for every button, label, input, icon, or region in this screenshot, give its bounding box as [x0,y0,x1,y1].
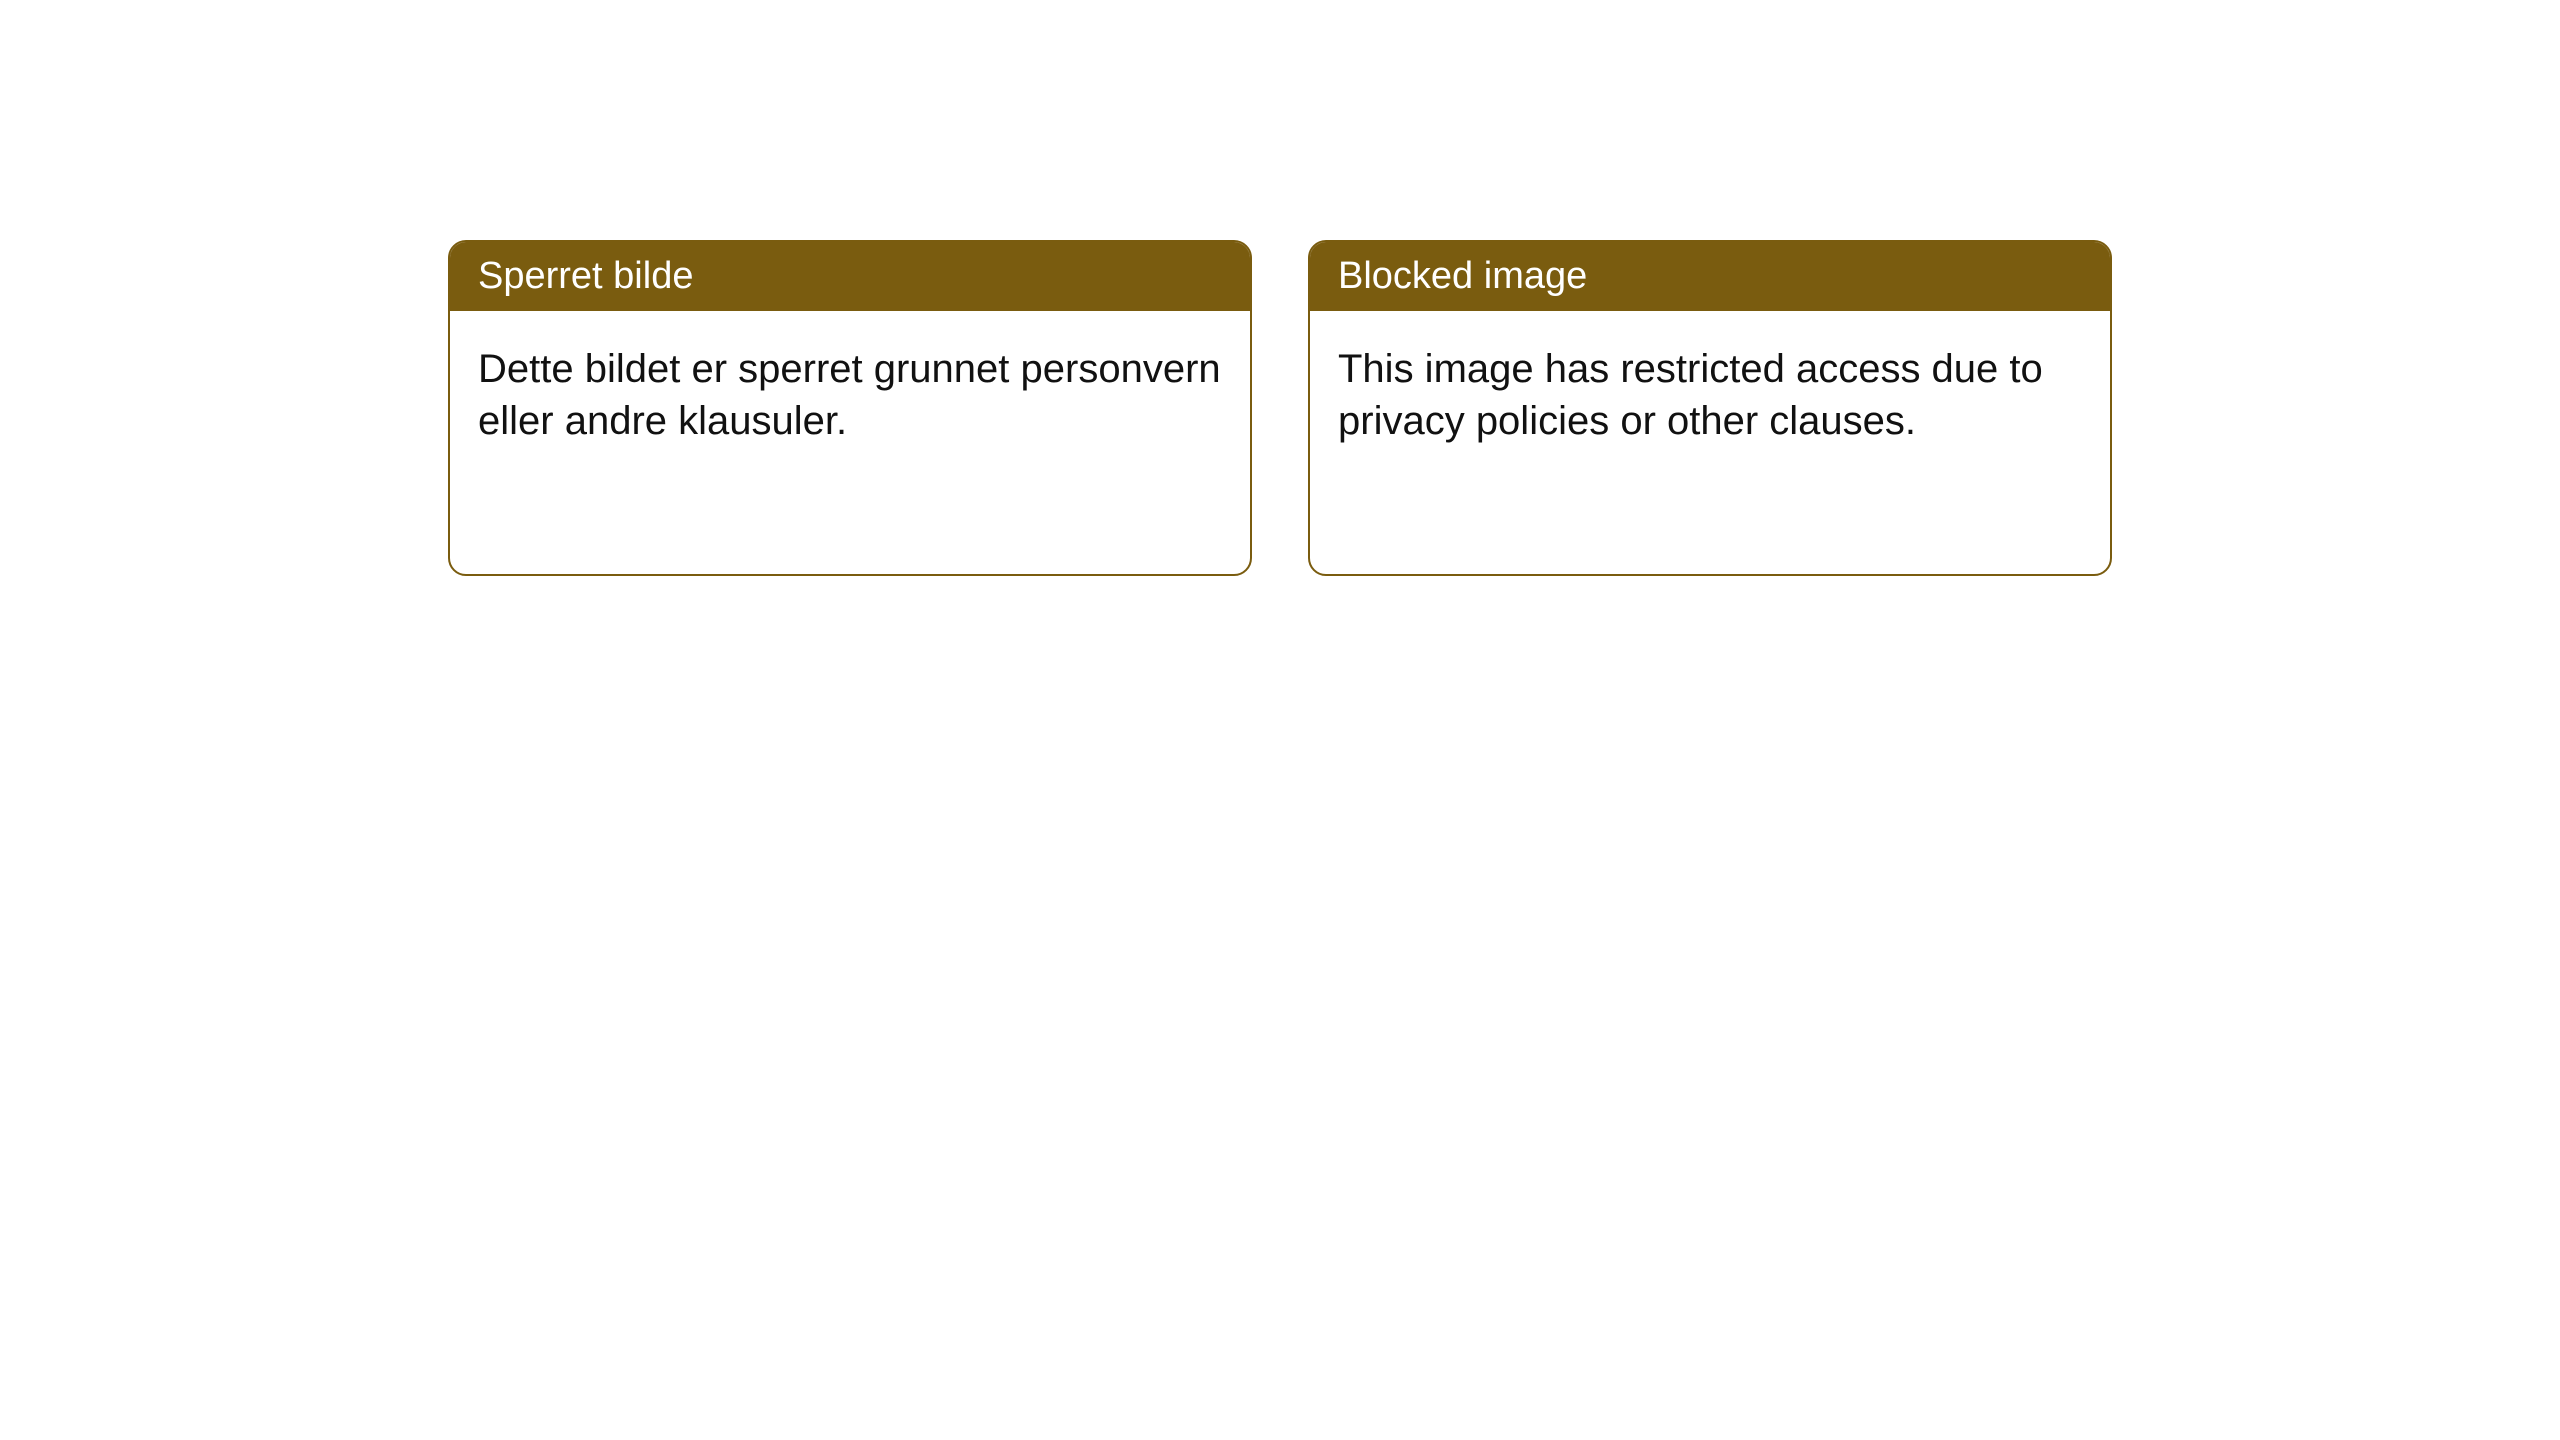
notice-body-english: This image has restricted access due to … [1310,311,2110,479]
notice-card-english: Blocked image This image has restricted … [1308,240,2112,576]
notice-card-norwegian: Sperret bilde Dette bildet er sperret gr… [448,240,1252,576]
notice-title-english: Blocked image [1310,242,2110,311]
notice-body-norwegian: Dette bildet er sperret grunnet personve… [450,311,1250,479]
notice-container: Sperret bilde Dette bildet er sperret gr… [0,0,2560,576]
notice-title-norwegian: Sperret bilde [450,242,1250,311]
